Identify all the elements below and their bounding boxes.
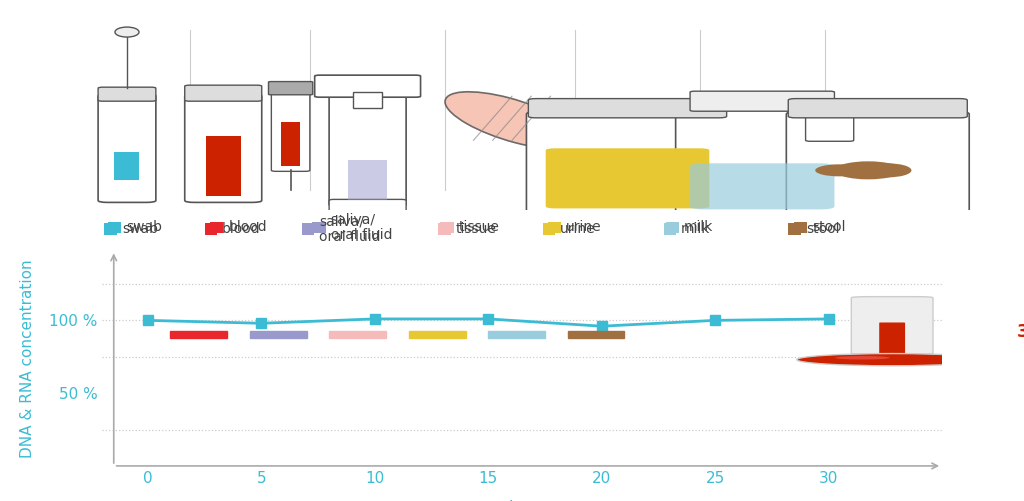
Ellipse shape	[815, 164, 863, 176]
Ellipse shape	[115, 27, 139, 37]
FancyBboxPatch shape	[788, 99, 968, 118]
Text: saliva/
oral fluid: saliva/ oral fluid	[319, 214, 381, 244]
Bar	[281, 122, 300, 166]
FancyBboxPatch shape	[98, 94, 156, 202]
FancyBboxPatch shape	[314, 75, 421, 97]
Bar	[115, 152, 139, 180]
Text: milk: milk	[684, 220, 714, 234]
FancyBboxPatch shape	[268, 82, 312, 95]
FancyBboxPatch shape	[546, 148, 710, 208]
Bar	[250, 331, 306, 338]
FancyBboxPatch shape	[690, 163, 835, 209]
FancyBboxPatch shape	[184, 85, 262, 101]
FancyBboxPatch shape	[271, 89, 310, 171]
FancyBboxPatch shape	[690, 91, 835, 111]
Bar	[330, 331, 386, 338]
FancyBboxPatch shape	[786, 111, 969, 213]
Text: blood: blood	[222, 222, 261, 236]
Text: swab: swab	[126, 220, 162, 234]
FancyBboxPatch shape	[98, 87, 156, 101]
FancyBboxPatch shape	[329, 199, 407, 231]
Text: swab: swab	[122, 222, 158, 236]
Text: stool: stool	[812, 220, 846, 234]
Y-axis label: DNA & RNA concentration: DNA & RNA concentration	[20, 259, 35, 457]
Circle shape	[797, 354, 987, 366]
Text: stool: stool	[806, 222, 840, 236]
FancyBboxPatch shape	[526, 111, 729, 213]
FancyBboxPatch shape	[806, 115, 854, 141]
FancyBboxPatch shape	[329, 90, 407, 206]
FancyBboxPatch shape	[184, 94, 262, 202]
FancyBboxPatch shape	[528, 99, 727, 118]
Text: urine: urine	[560, 222, 596, 236]
Text: tissue: tissue	[456, 222, 497, 236]
FancyBboxPatch shape	[851, 297, 933, 354]
Text: blood: blood	[228, 220, 267, 234]
Ellipse shape	[445, 92, 579, 149]
Text: milk: milk	[681, 222, 711, 236]
Bar	[353, 92, 382, 108]
Bar	[409, 331, 466, 338]
Text: 37 °C: 37 °C	[1017, 323, 1024, 341]
Bar	[348, 160, 387, 200]
Bar	[206, 136, 241, 196]
Bar	[488, 331, 545, 338]
Text: tissue: tissue	[459, 220, 500, 234]
Text: saliva/
oral fluid: saliva/ oral fluid	[331, 213, 392, 242]
Bar	[170, 331, 227, 338]
FancyBboxPatch shape	[676, 104, 849, 212]
Circle shape	[836, 356, 890, 360]
Text: urine: urine	[566, 220, 602, 234]
Ellipse shape	[863, 163, 911, 177]
Bar	[567, 331, 625, 338]
Bar	[344, 216, 391, 228]
FancyBboxPatch shape	[880, 323, 905, 353]
X-axis label: days: days	[503, 499, 542, 501]
Ellipse shape	[835, 161, 902, 179]
